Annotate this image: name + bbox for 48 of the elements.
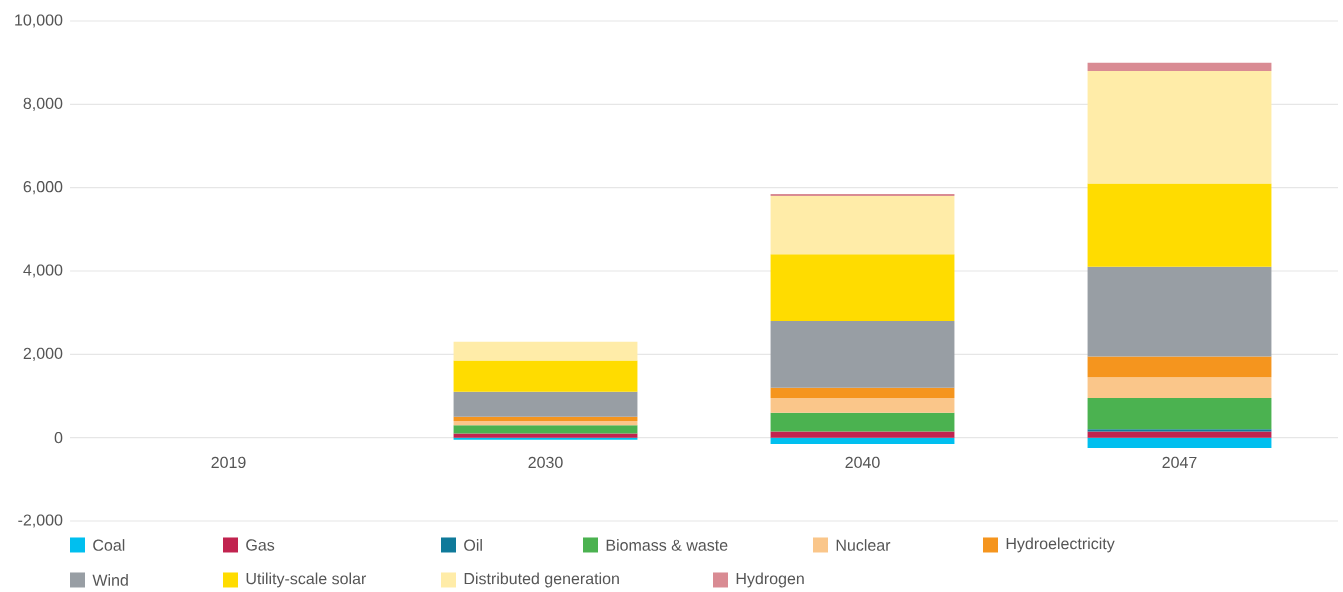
x-tick-label: 2030 bbox=[528, 456, 563, 469]
bar bbox=[770, 437, 955, 444]
bar bbox=[453, 360, 638, 392]
bar bbox=[453, 425, 638, 434]
x-tick-label: 2047 bbox=[1162, 456, 1197, 469]
bar bbox=[453, 341, 638, 361]
bar bbox=[770, 398, 955, 413]
bar bbox=[1087, 266, 1272, 357]
bar bbox=[770, 195, 955, 255]
bar bbox=[770, 431, 955, 438]
bar bbox=[1087, 398, 1272, 430]
bar bbox=[1087, 431, 1272, 438]
bar bbox=[770, 412, 955, 432]
y-tick-label: 8,000 bbox=[23, 97, 63, 111]
bar bbox=[770, 254, 955, 321]
bar bbox=[1087, 62, 1272, 71]
y-tick-label: 6,000 bbox=[23, 181, 63, 195]
x-tick-label: 2019 bbox=[211, 456, 246, 469]
legend-label: Utility-scale solar bbox=[246, 572, 367, 588]
bar bbox=[453, 416, 638, 421]
legend-label: Coal bbox=[93, 539, 125, 551]
x-tick-label: 2040 bbox=[845, 456, 880, 469]
legend-label: Biomass & waste bbox=[606, 539, 728, 551]
y-tick-label: 10,000 bbox=[15, 14, 63, 28]
legend-label: Hydroelectricity bbox=[1006, 537, 1115, 553]
legend-label: Gas bbox=[246, 539, 275, 551]
bar bbox=[1087, 429, 1272, 432]
legend-label: Distributed generation bbox=[464, 572, 619, 588]
bar bbox=[1087, 183, 1272, 267]
y-tick-label: 0 bbox=[54, 431, 63, 444]
legend-label: Wind bbox=[92, 574, 128, 586]
y-tick-label: 2,000 bbox=[23, 347, 63, 361]
bar bbox=[453, 437, 638, 440]
y-tick-label: -2,000 bbox=[18, 514, 63, 528]
legend-label: Nuclear bbox=[836, 539, 891, 551]
bar bbox=[453, 433, 638, 438]
legend-label: Oil bbox=[464, 539, 482, 551]
bar bbox=[1087, 70, 1272, 184]
bar bbox=[770, 320, 955, 388]
bar bbox=[1087, 356, 1272, 378]
bar bbox=[453, 420, 638, 426]
legend-label: Hydrogen bbox=[736, 572, 804, 588]
bar bbox=[453, 391, 638, 417]
bar bbox=[1087, 437, 1272, 449]
y-tick-label: 4,000 bbox=[23, 264, 63, 278]
bar bbox=[770, 193, 955, 196]
bar bbox=[770, 387, 955, 399]
bar bbox=[1087, 377, 1272, 399]
